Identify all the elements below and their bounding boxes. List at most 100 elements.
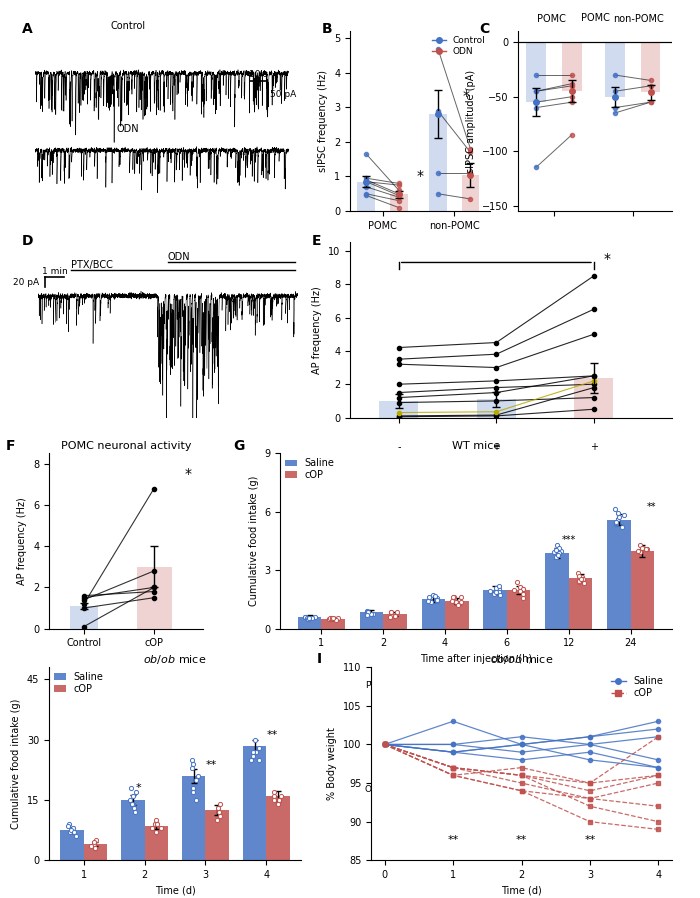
Point: [86, 839, 97, 853]
Point: [130, 805, 141, 819]
Point: [610, 517, 621, 532]
Text: A: A: [22, 22, 32, 37]
Point: [366, 607, 377, 621]
Point: [491, 581, 502, 595]
Point: [423, 594, 434, 608]
Point: [301, 611, 312, 625]
Point: [64, 817, 75, 832]
Point: [304, 612, 315, 626]
Point: [214, 805, 225, 819]
X-axis label: Time (d): Time (d): [501, 885, 542, 895]
Bar: [477, 400, 516, 418]
Y-axis label: AP frequency (Hz): AP frequency (Hz): [18, 497, 27, 585]
Point: [550, 542, 561, 557]
Point: [574, 575, 585, 589]
Point: [578, 577, 589, 591]
Point: [188, 756, 199, 770]
Point: [150, 825, 162, 840]
Point: [554, 541, 565, 555]
Legend: Control, ODN: Control, ODN: [432, 36, 486, 56]
Point: [555, 543, 566, 558]
Point: [386, 609, 397, 623]
Bar: [607, 520, 631, 629]
Bar: [267, 796, 290, 860]
Point: [274, 793, 285, 807]
Point: [127, 788, 139, 803]
Text: PTX/BCC: PTX/BCC: [71, 260, 113, 270]
Point: [89, 841, 100, 856]
Point: [575, 573, 586, 587]
Bar: [575, 377, 613, 418]
Point: [272, 797, 284, 811]
Point: [610, 502, 621, 516]
Point: [326, 612, 337, 626]
Text: 1 min: 1 min: [41, 267, 67, 276]
Text: *: *: [603, 252, 610, 266]
Point: [447, 594, 458, 608]
Point: [385, 610, 396, 624]
Text: +: +: [590, 442, 598, 452]
Point: [362, 605, 373, 620]
Point: [494, 579, 505, 594]
Point: [485, 584, 496, 598]
Bar: [484, 590, 507, 629]
Point: [325, 612, 336, 626]
Point: [361, 605, 372, 620]
Point: [126, 780, 137, 795]
Bar: [562, 42, 582, 92]
Point: [640, 542, 651, 557]
Point: [361, 608, 372, 622]
Point: [612, 506, 624, 520]
Point: [275, 788, 286, 803]
Point: [247, 744, 258, 759]
Bar: [545, 553, 569, 629]
Point: [327, 611, 338, 625]
Point: [300, 610, 311, 624]
Point: [67, 821, 78, 835]
Point: [494, 582, 505, 596]
Point: [634, 537, 645, 551]
Point: [636, 541, 648, 556]
Point: [488, 587, 499, 602]
Point: [128, 801, 139, 815]
Point: [323, 612, 334, 626]
Point: [391, 605, 402, 620]
Text: **: **: [447, 835, 458, 845]
Text: G: G: [233, 439, 244, 453]
Point: [332, 611, 344, 625]
Point: [307, 612, 318, 626]
Point: [253, 741, 265, 755]
Point: [494, 588, 505, 603]
Bar: [640, 42, 660, 92]
Point: [301, 610, 312, 624]
Text: 20 pA: 20 pA: [13, 277, 39, 286]
Bar: [390, 195, 408, 211]
Point: [186, 753, 197, 767]
Point: [451, 594, 462, 609]
Point: [89, 841, 100, 856]
Bar: [357, 181, 375, 211]
Point: [268, 793, 279, 807]
Text: -: -: [495, 452, 498, 462]
X-axis label: Time after injection (h): Time after injection (h): [420, 654, 532, 664]
Point: [150, 813, 162, 827]
Point: [300, 610, 311, 624]
Point: [247, 749, 258, 763]
Point: [190, 772, 201, 787]
Y-axis label: % Body weight: % Body weight: [327, 727, 337, 800]
Point: [455, 594, 466, 609]
Text: non-POMC: non-POMC: [612, 14, 664, 24]
Legend: Saline, cOP: Saline, cOP: [285, 458, 334, 480]
Point: [155, 821, 167, 835]
Point: [385, 609, 396, 623]
Point: [517, 591, 528, 605]
Point: [577, 571, 588, 585]
Bar: [507, 590, 531, 629]
Bar: [206, 810, 229, 860]
Point: [512, 575, 523, 589]
Point: [514, 579, 526, 594]
Point: [362, 604, 373, 619]
Point: [385, 604, 396, 619]
Point: [361, 604, 372, 619]
Text: *: *: [416, 170, 424, 183]
